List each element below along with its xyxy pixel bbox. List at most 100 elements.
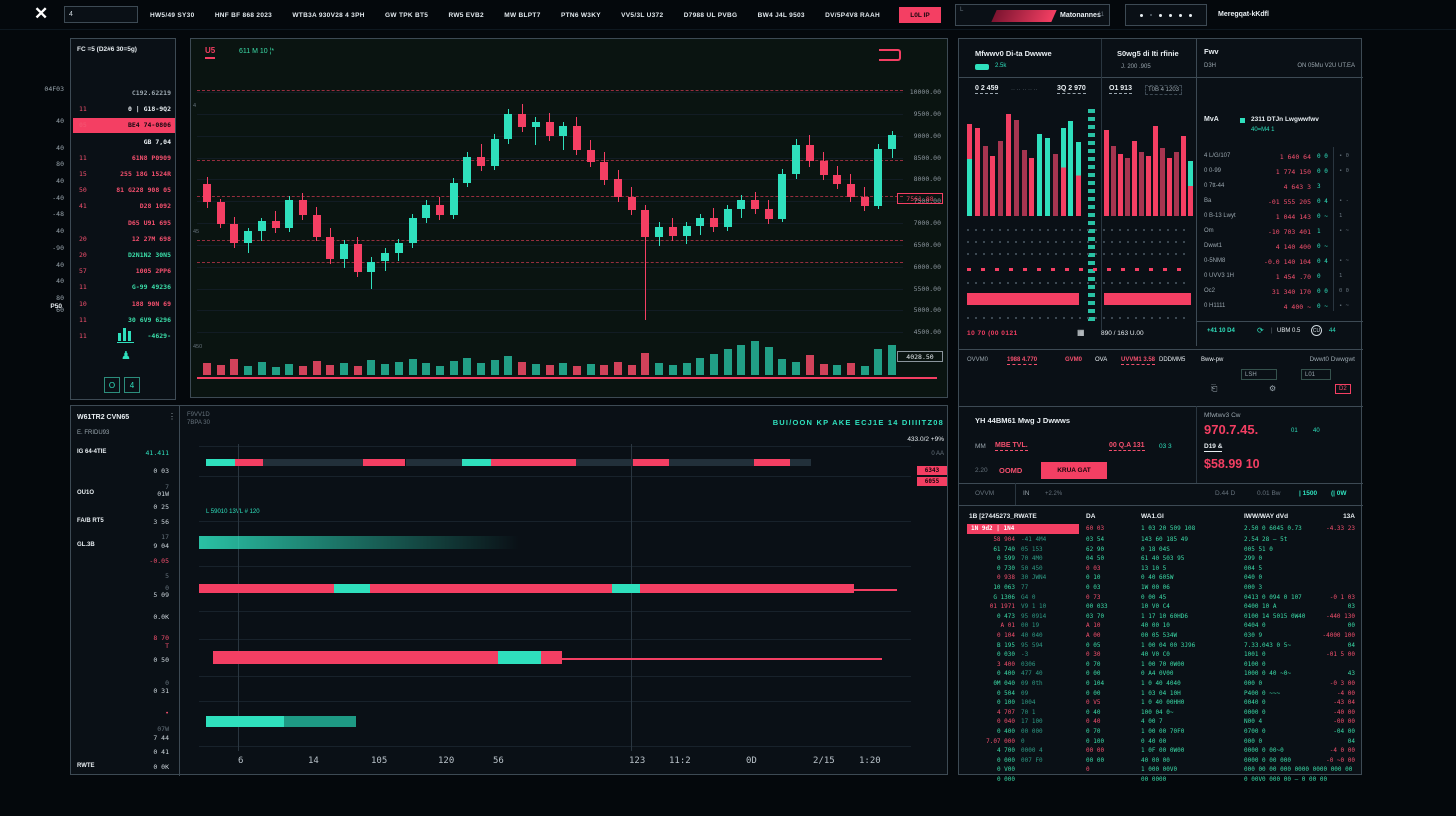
watchlist-row[interactable]: 50 81 G228 908 05 — [79, 186, 171, 195]
stats-foot-a[interactable]: +41 10 D4 — [1207, 328, 1235, 334]
table-row[interactable]: 58 904 -41 4M4 03 54 143 60 185 49 2.54 … — [993, 536, 1288, 543]
nav-item[interactable]: VV5/3L U372 — [621, 11, 664, 19]
table-row[interactable]: 0 040 17 100 0 40 4 00 7 N00 4 -00 00 — [996, 718, 1355, 726]
sidebar-button-2[interactable]: 4 — [124, 377, 140, 393]
strip-box2[interactable]: L01 — [1301, 369, 1331, 380]
inputrow-r3[interactable]: | 1500 — [1299, 490, 1318, 497]
expand-chart-icon[interactable] — [879, 49, 901, 61]
kebab-menu-icon[interactable]: ⋮ — [168, 412, 176, 421]
table-row[interactable]: 0 030 -3 0 30 40 V0 C0 1001 0 -01 5 00 — [996, 651, 1355, 659]
search-input[interactable] — [64, 6, 138, 23]
strip-item[interactable]: OVA — [1095, 357, 1108, 363]
nav-item[interactable]: MW BLPT7 — [504, 11, 541, 19]
table-row[interactable]: 0 473 95 0914 03 70 1 17 10 60HD6 0100 1… — [996, 612, 1355, 620]
table-row[interactable]: 0 504 09 0 00 1 03 04 10H P400 0 ~~~ -4 … — [996, 689, 1355, 697]
watchlist-row[interactable]: 11 0 | G18-9Q2 — [79, 105, 171, 114]
stats-row[interactable]: 0-5NM8 -0.0 140 104 0 4 • ~ — [1204, 258, 1349, 266]
table-row[interactable]: G 1306 G4 0 0 73 0 00 45 0413 0 094 0 10… — [993, 593, 1355, 601]
table-row[interactable]: 3 400 0306 0 70 1 00 70 0W00 0100 0 — [996, 660, 1266, 668]
login-button[interactable]: L0L IP — [899, 7, 941, 23]
strip-item[interactable]: GVM0 — [1065, 357, 1083, 363]
volume-bar — [586, 364, 595, 375]
app-logo-x-icon[interactable]: ✕ — [34, 4, 49, 23]
section-tvl[interactable]: MBE TVL. — [995, 442, 1028, 451]
table-row[interactable]: 0 599 70 4M0 04 50 61 40 503 95 299 0 — [996, 555, 1263, 563]
table-row[interactable]: 61 740 05 153 62 90 0 18 04S 005 51 0 — [993, 545, 1273, 553]
table-row-highlight[interactable] — [967, 524, 1079, 534]
stats-row[interactable]: 0 0-99 1 774 150 0 0 • 0 — [1204, 168, 1349, 176]
table-row[interactable]: B 195 95 594 0 05 1 00 04 00 3J96 7.33.0… — [996, 641, 1355, 649]
user-icon[interactable]: ♟ — [121, 350, 131, 362]
strip-item[interactable]: Bww-pw — [1201, 357, 1224, 363]
watchlist-row[interactable]: 10 188 90N 69 — [79, 299, 171, 308]
watchlist-row[interactable]: D65 U91 695 — [127, 218, 171, 227]
watchlist-row[interactable]: 20 D2N1N2 30N5 — [79, 251, 171, 259]
stats-row[interactable]: 0 UVV3 1H 1 454 .70 0 1 — [1204, 273, 1343, 281]
stats-row[interactable]: 0 B-13 Lwyt 1 044 143 0 ~ 1 — [1204, 213, 1343, 221]
table-row[interactable]: 0 100 1004 0 V5 1 0 40 00HH0 0040 0 -43 … — [996, 699, 1355, 707]
nav-item[interactable]: HW5/49 SY30 — [150, 11, 195, 19]
strip-icon[interactable]: ⎗ — [1211, 384, 1218, 393]
nav-item[interactable]: BW4 J4L 9503 — [757, 11, 805, 19]
strip-item[interactable]: DDDMM5 — [1159, 357, 1186, 363]
nav-item[interactable]: GW TPK BT5 — [385, 11, 429, 19]
inputrow-r4[interactable]: (| 0W — [1331, 490, 1347, 497]
watchlist-row[interactable]: 20 12 27M 698 — [79, 234, 171, 243]
watchlist-row[interactable]: 57 1005 2PP6 — [79, 267, 171, 276]
nav-item[interactable]: PTN6 W3KY — [560, 11, 601, 19]
watchlist-row[interactable]: 11 G-99 49236 — [79, 283, 171, 292]
pager-dots[interactable] — [1125, 4, 1207, 26]
nav-item[interactable]: DV/5P4V8 RAAH — [825, 11, 880, 19]
table-row[interactable]: 4 700 0000 4 00 00 1 0F 00 0W00 0000 0 0… — [996, 747, 1355, 755]
clock-icon[interactable]: CU — [1311, 325, 1322, 336]
account-box[interactable]: L Matonannes 11 — [955, 4, 1110, 26]
watchlist-row[interactable]: 15 255 18G 1524R — [79, 170, 171, 178]
stats-row[interactable]: Om -10 703 401 1 • ~ — [1204, 228, 1349, 236]
watchlist-row[interactable]: 41 D28 1092 — [79, 202, 171, 211]
stats-row[interactable]: Dwwt1 4 140 400 0 ~ — [1204, 243, 1328, 251]
refresh-icon[interactable]: ⟳ — [1257, 326, 1264, 335]
grid-view-icon[interactable]: ▦ — [1077, 328, 1085, 337]
watchlist-row[interactable]: GB 7,04 — [143, 137, 171, 146]
table-row[interactable]: 7.07 000 0 0 100 0 40 00 000 0 04 — [986, 737, 1355, 745]
table-row[interactable]: 0 104 40 040 A 00 00 05 534W 030 9 -4000… — [996, 632, 1355, 639]
watchlist-row[interactable]: 05 BE4 74-0806 — [73, 118, 175, 134]
hist-footer-pink[interactable]: 10 70 (00 0121 — [967, 330, 1018, 337]
inputrow-b[interactable]: IN — [1023, 490, 1030, 497]
table-row[interactable]: 0 000 007 F0 00 00 40 00 00 0000 0 00 00… — [996, 756, 1355, 764]
table-row[interactable]: 0M 040 09 0th 0 104 1 0 40 4040 000 0 -0… — [993, 680, 1355, 687]
table-row[interactable]: 01 1971 V9 1 10 00 033 10 V0 C4 0400 10 … — [989, 603, 1355, 611]
table-row[interactable]: 0 730 50 450 0 03 13 10 5 004 5 — [996, 564, 1263, 572]
stats-row[interactable]: Oc2 31 340 170 0 0 0 0 — [1204, 288, 1349, 296]
stats-row[interactable]: 0 7tt-44 4 643 3 3 — [1204, 183, 1321, 191]
stats-row[interactable]: 4 L/G/107 1 640 64 0 0 • 0 — [1204, 153, 1349, 161]
table-row[interactable]: 4 707 70 1 0 40 100 04 0~ 0000 0 -40 00 — [996, 708, 1355, 716]
strip-box1[interactable]: LSH — [1241, 369, 1277, 380]
sidebar-button-1[interactable]: O — [104, 377, 120, 393]
sell-button[interactable]: KRUA GAT — [1041, 462, 1107, 479]
watchlist-row[interactable]: C192.62219 — [131, 89, 171, 97]
watchlist-row[interactable]: 11 61N8 P0909 — [79, 153, 171, 162]
nav-item[interactable]: HNF BF 868 2023 — [214, 11, 273, 19]
table-row[interactable]: 0 V00 0 1 000 00V0 000 00 00 000 0000 00… — [996, 766, 1353, 774]
stats-row[interactable]: Ba -01 555 205 0 4 • - — [1204, 198, 1349, 206]
table-row[interactable]: 0 000 00 0000 0 00V0 000 00 — 0 00 00 — [996, 776, 1328, 783]
stats-row[interactable]: 0 H1111 4 400 ~ 0 ~ • ~ — [1204, 303, 1349, 311]
strip-item[interactable]: UVVM1 3.58 — [1121, 357, 1156, 365]
nav-item[interactable]: RW5 EVB2 — [448, 11, 484, 19]
table-row[interactable]: 10 063 77 0 03 1W 00 06 000 3 — [993, 584, 1263, 591]
table-row[interactable]: 0 400 477 40 0 00 0 A4 0V00 1000 0 40 ~0… — [996, 670, 1355, 678]
watchlist-row[interactable]: 11 30 6V9 6296 — [79, 315, 171, 324]
table-row[interactable]: A 01 00 19 A 10 40 00 10 0404 0 00 — [1000, 622, 1355, 630]
inputrow-placeholder[interactable]: +2.2% — [1045, 491, 1063, 497]
strip-icon[interactable]: ⚙ — [1269, 384, 1277, 393]
nav-item[interactable]: WTB3A 930V28 4 3PH — [292, 11, 365, 19]
table-row[interactable]: 0 400 00 000 0 70 1 00 00 70F0 0700 0 -0… — [996, 728, 1355, 735]
watchlist-row[interactable]: 11 -4629- — [79, 332, 171, 340]
strip-item[interactable]: 1988 4.770 — [1007, 357, 1038, 365]
table-row[interactable]: 0 938 30 JWN4 0 10 0 40 605W 040 0 — [996, 574, 1263, 582]
nav-item[interactable]: D7988 UL PVBG — [683, 11, 738, 19]
strip-item[interactable]: OVVM0 — [967, 357, 989, 363]
alert-box-icon[interactable]: D2 — [1335, 384, 1351, 394]
equalizer-icon[interactable] — [117, 327, 137, 343]
